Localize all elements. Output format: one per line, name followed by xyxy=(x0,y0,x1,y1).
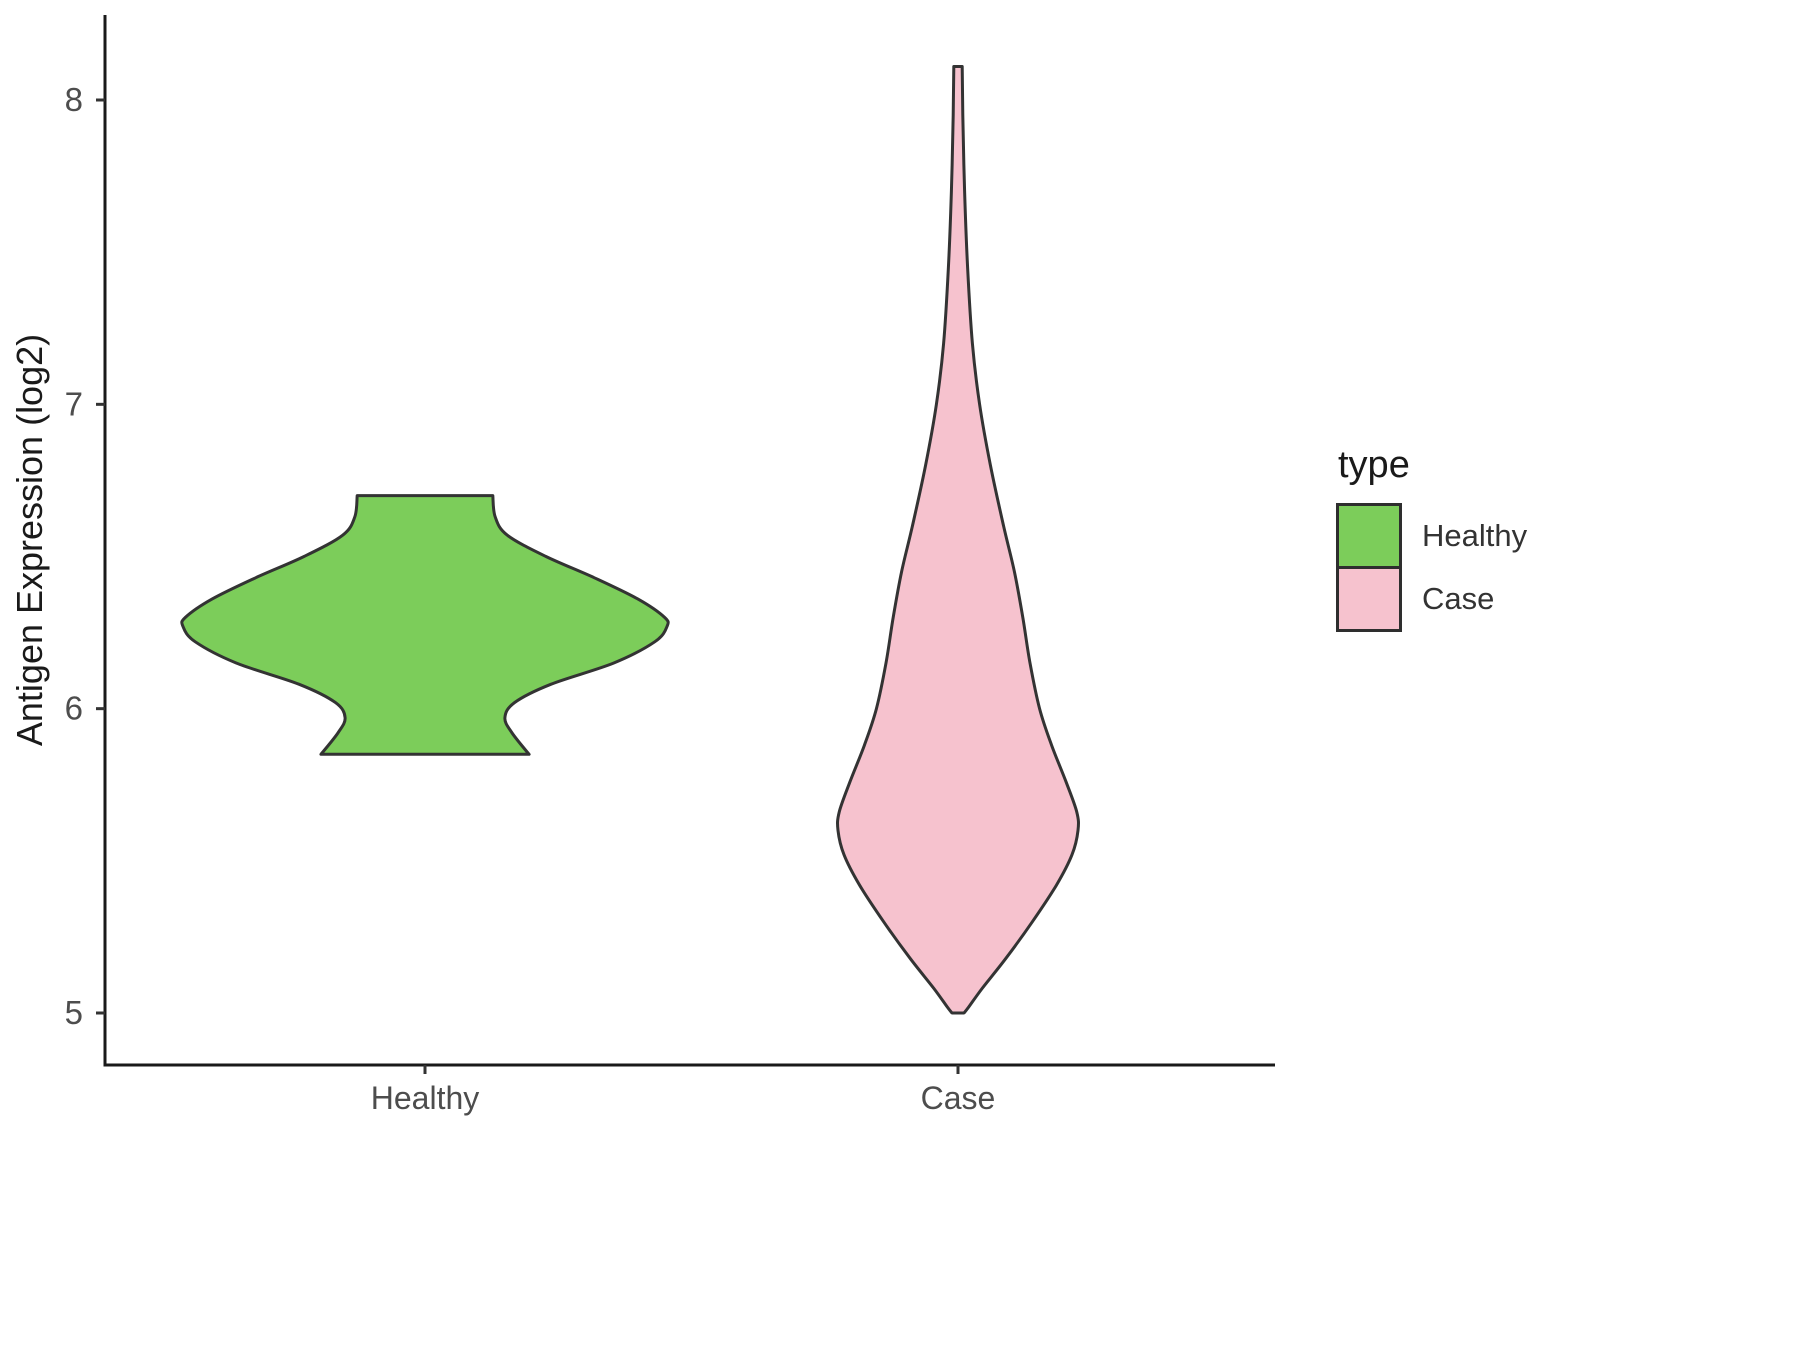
y-axis-title: Antigen Expression (log2) xyxy=(9,334,50,746)
y-tick-label: 6 xyxy=(65,690,83,727)
legend-label: Healthy xyxy=(1422,518,1528,553)
legend-label: Case xyxy=(1422,581,1495,616)
legend: type Healthy Case xyxy=(1336,444,1527,632)
x-axis-labels-group: Healthy Case xyxy=(371,1065,996,1116)
legend-key-case: Case xyxy=(1336,566,1527,632)
y-tick-label: 5 xyxy=(65,994,83,1031)
legend-title: type xyxy=(1338,444,1410,486)
legend-swatch-case xyxy=(1336,566,1402,632)
violins-group xyxy=(180,65,1080,1015)
legend-items: Healthy Case xyxy=(1336,503,1527,632)
violin-case xyxy=(836,65,1080,1015)
axis-ticks-group: 5 6 7 8 xyxy=(65,81,105,1031)
legend-key-healthy: Healthy xyxy=(1336,503,1527,569)
legend-swatch-healthy xyxy=(1336,503,1402,569)
violin-healthy xyxy=(180,494,670,756)
x-category-label: Healthy xyxy=(371,1080,480,1116)
y-tick-label: 7 xyxy=(65,385,83,422)
y-tick-label: 8 xyxy=(65,81,83,118)
x-category-label: Case xyxy=(921,1080,996,1116)
